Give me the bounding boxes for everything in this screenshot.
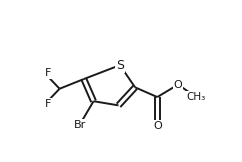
Text: O: O: [174, 80, 182, 90]
Text: F: F: [45, 99, 51, 109]
Text: F: F: [45, 69, 51, 79]
Text: CH₃: CH₃: [187, 92, 206, 102]
Text: S: S: [116, 59, 124, 72]
Text: O: O: [153, 121, 162, 131]
Text: Br: Br: [74, 120, 86, 130]
